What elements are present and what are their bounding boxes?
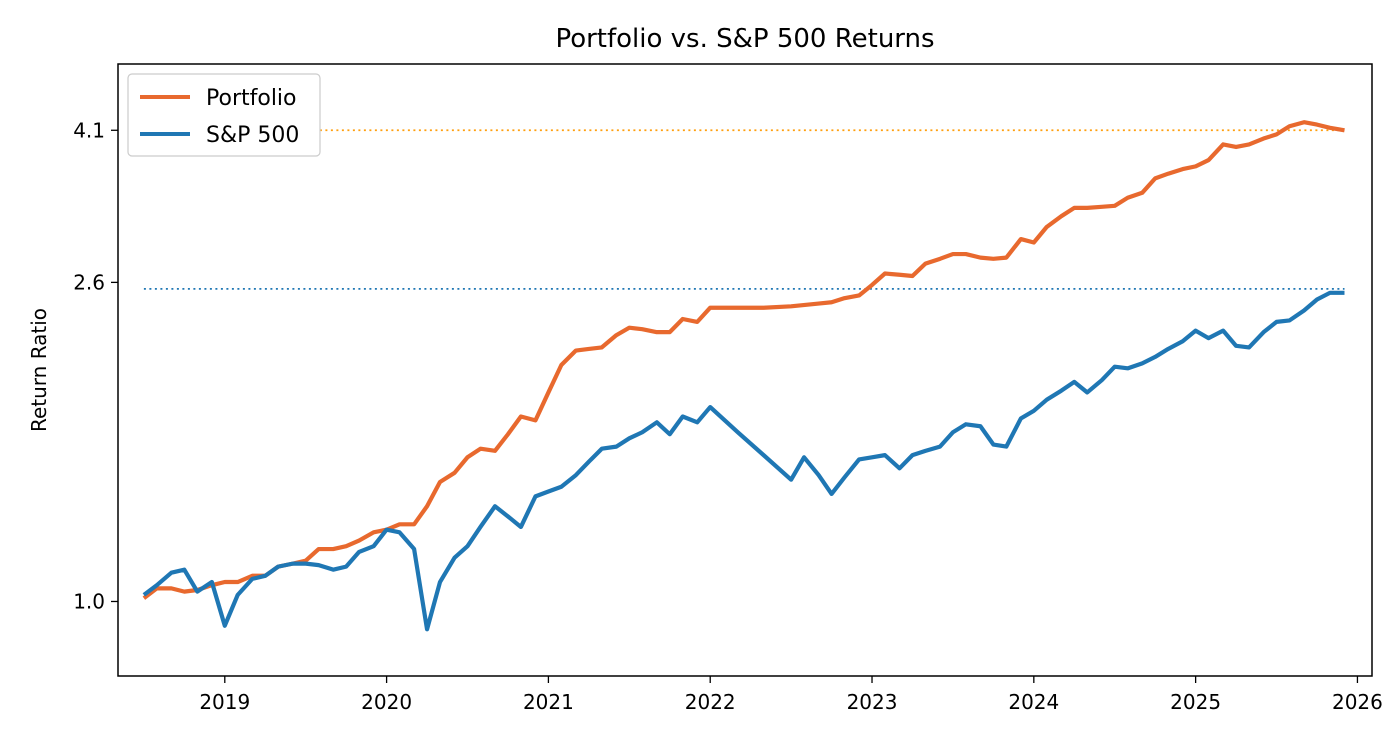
y-axis: 1.0 2.6 4.1 [73, 118, 118, 613]
x-tick-label-2021: 2021 [523, 690, 574, 714]
y-tick-label-2-6: 2.6 [73, 270, 105, 294]
plot-frame [117, 63, 1373, 677]
x-tick-label-2019: 2019 [199, 690, 250, 714]
x-tick-label-2023: 2023 [847, 690, 898, 714]
y-axis-label: Return Ratio [27, 308, 51, 432]
chart-title: Portfolio vs. S&P 500 Returns [555, 24, 934, 54]
y-tick-label-4-1: 4.1 [73, 118, 105, 142]
series-line-s-p-500 [142, 290, 1345, 632]
y-tick-label-1-0: 1.0 [73, 589, 105, 613]
series-line-portfolio [142, 120, 1345, 600]
x-tick-label-2020: 2020 [361, 690, 412, 714]
reference-lines [143, 129, 1345, 290]
legend-label-portfolio: Portfolio [206, 86, 297, 111]
x-tick-label-2026: 2026 [1332, 690, 1383, 714]
series-layer [142, 120, 1345, 632]
x-tick-label-2024: 2024 [1008, 690, 1059, 714]
x-tick-label-2025: 2025 [1170, 690, 1221, 714]
legend: Portfolio S&P 500 [127, 73, 321, 157]
x-tick-label-2022: 2022 [685, 690, 736, 714]
x-axis: 2019 2020 2021 2022 2023 2024 2025 2026 [199, 676, 1383, 714]
legend-label-sp500: S&P 500 [206, 123, 299, 148]
